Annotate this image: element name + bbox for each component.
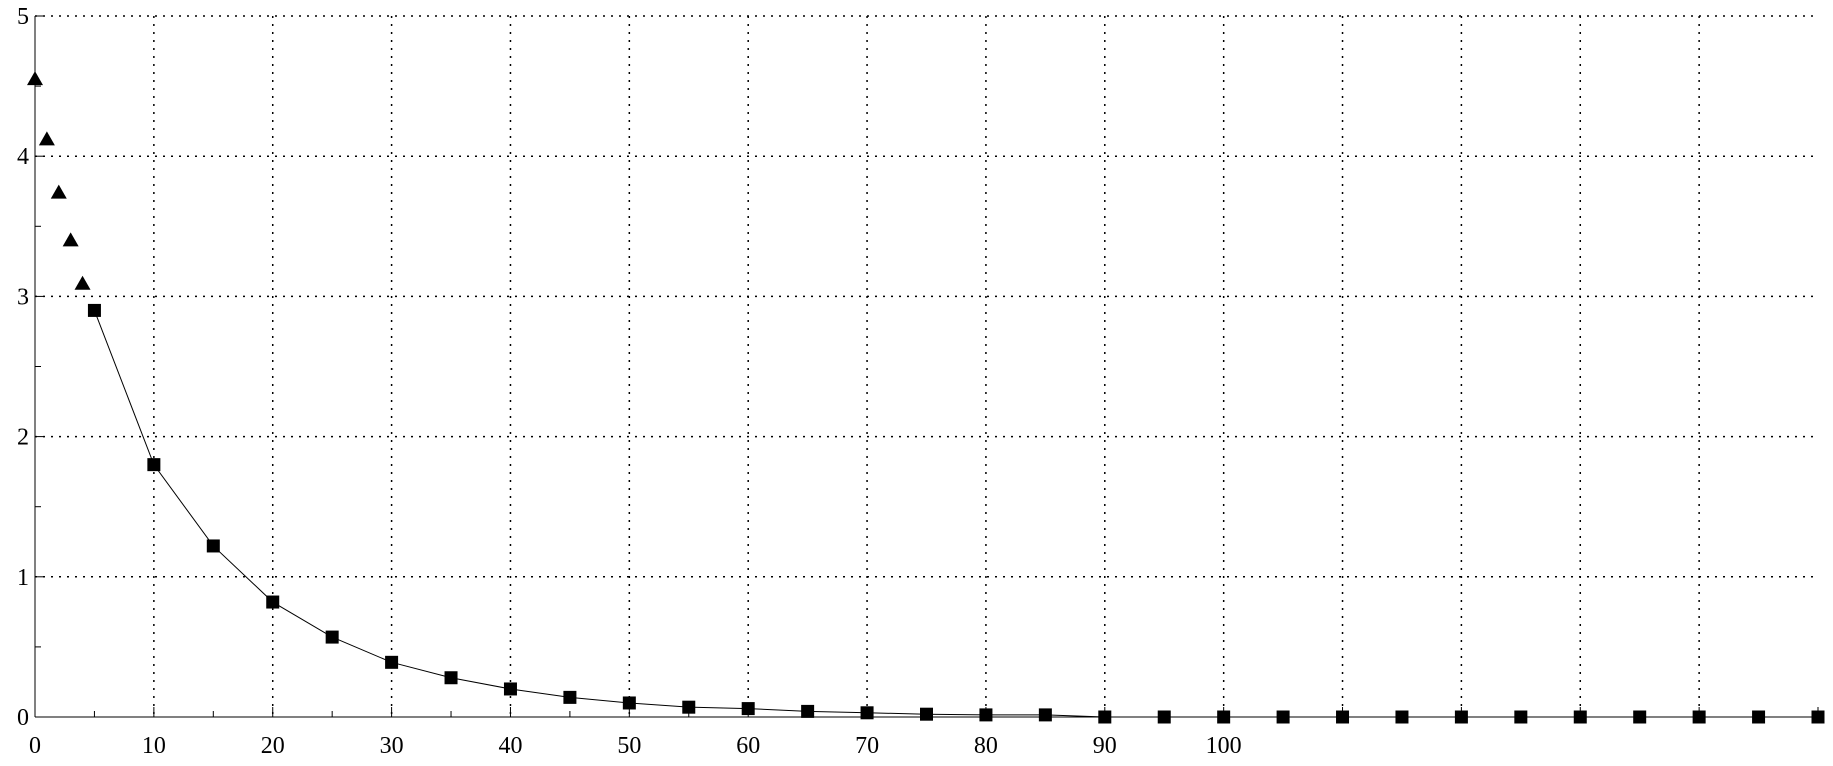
x-tick-label: 100 (1206, 733, 1242, 759)
y-tick-label: 0 (17, 705, 29, 731)
square-marker (1692, 710, 1706, 724)
square-marker (444, 671, 458, 685)
square-marker (266, 595, 280, 609)
square-marker (1811, 710, 1825, 724)
square-marker (385, 655, 399, 669)
square-marker (1633, 710, 1647, 724)
triangle-marker (27, 71, 43, 86)
square-marker (1157, 710, 1171, 724)
markers-layer (27, 71, 1825, 724)
triangle-marker (74, 275, 91, 290)
x-tick-label: 50 (617, 733, 641, 759)
triangle-marker (62, 232, 79, 247)
square-marker (682, 700, 696, 714)
y-tick-label: 2 (17, 425, 29, 451)
square-marker (563, 690, 577, 704)
square-marker (1098, 710, 1112, 724)
square-marker (920, 707, 933, 721)
axes (34, 16, 1818, 718)
y-tick-label: 4 (17, 144, 29, 170)
series-line-1 (93, 310, 1818, 718)
square-marker (1514, 710, 1528, 724)
square-marker (1752, 710, 1766, 724)
square-marker (1395, 710, 1409, 724)
x-tick-label: 10 (142, 733, 166, 759)
x-tick-label: 20 (261, 733, 285, 759)
square-marker (147, 458, 161, 472)
square-marker (1276, 710, 1290, 724)
square-marker (1573, 710, 1587, 724)
y-tick-label: 5 (17, 4, 29, 30)
x-axis-ticks: 0 10 20 30 40 50 60 70 80 90 100 (29, 707, 1819, 759)
x-tick-label: 80 (974, 733, 998, 759)
square-marker (1217, 710, 1231, 724)
triangle-marker (38, 131, 55, 146)
series-line-layer (93, 310, 1818, 718)
square-marker (325, 630, 339, 644)
square-marker (1454, 710, 1468, 724)
y-axis-ticks: 0 1 2 3 4 5 (17, 4, 45, 731)
x-tick-label: 40 (498, 733, 522, 759)
square-marker (622, 696, 636, 710)
square-marker (860, 706, 874, 720)
x-tick-label: 90 (1093, 733, 1117, 759)
square-marker (801, 704, 815, 718)
square-marker (741, 702, 755, 716)
y-tick-label: 3 (17, 284, 29, 310)
x-tick-label: 30 (380, 733, 404, 759)
square-marker (979, 708, 993, 722)
x-tick-label: 70 (855, 733, 879, 759)
square-marker (1038, 708, 1052, 722)
square-marker (503, 682, 517, 696)
x-tick-label: 0 (29, 733, 41, 759)
square-marker (1336, 710, 1350, 724)
square-marker (206, 539, 220, 553)
y-tick-label: 1 (17, 565, 29, 591)
grid-lines (35, 15, 1818, 717)
x-tick-label: 60 (736, 733, 760, 759)
triangle-marker (50, 184, 67, 199)
square-marker (87, 303, 101, 317)
